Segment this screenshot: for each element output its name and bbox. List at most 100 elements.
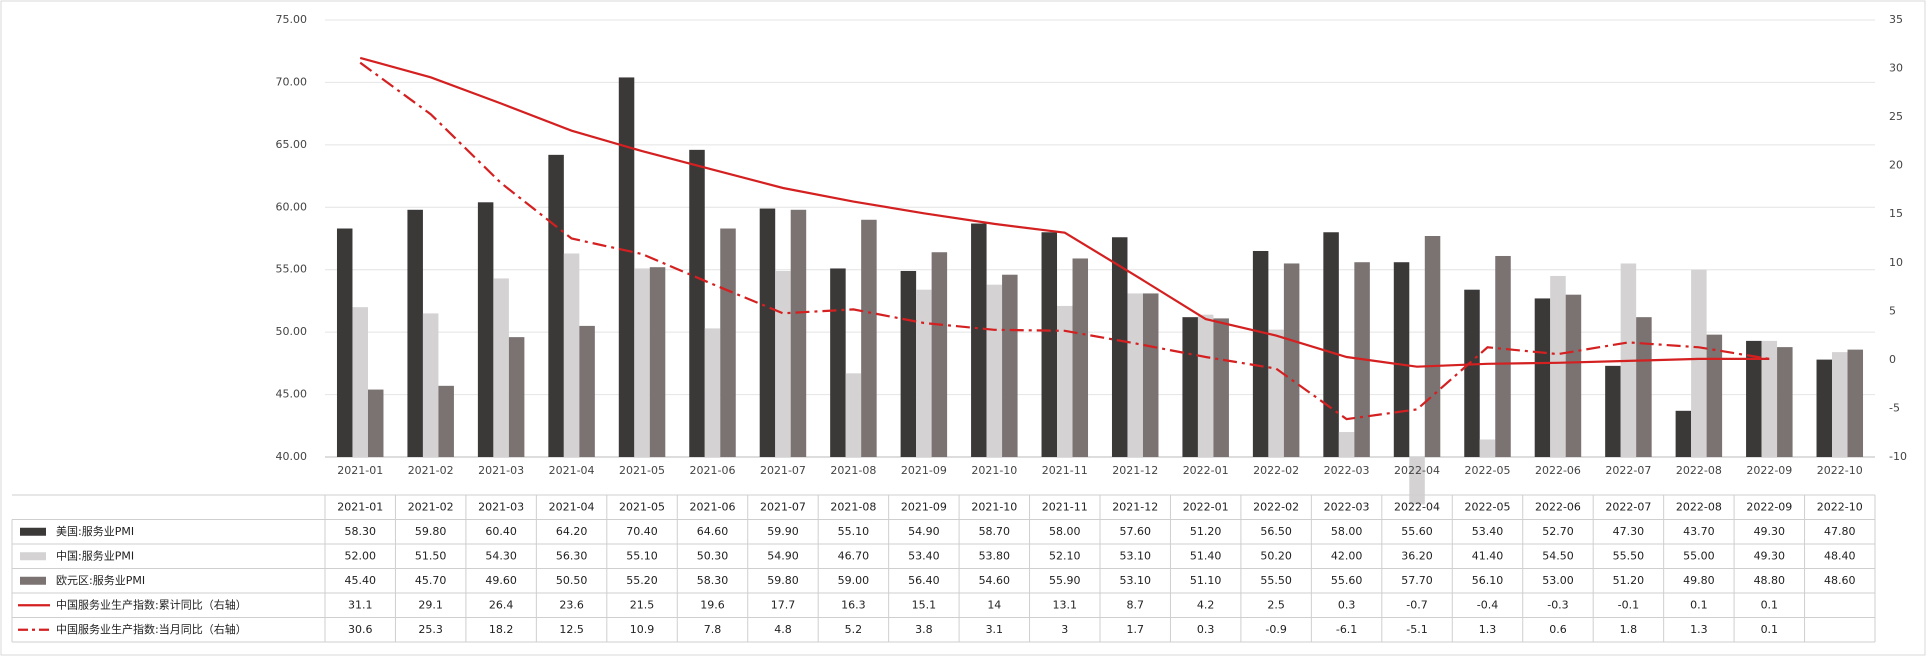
bar [759,208,776,457]
table-cell: 0.3 [1338,598,1356,611]
bar [1777,347,1793,457]
table-cell: 48.40 [1824,549,1856,562]
y-tick-label: 70.00 [276,75,308,88]
bar [563,253,580,457]
table-cell: 31.1 [348,598,373,611]
table-cell: 13.1 [1053,598,1078,611]
bar [900,270,917,457]
table-cell: 0.1 [1761,623,1779,636]
table-cell: 54.90 [767,549,799,562]
table-cell: 58.00 [1331,525,1363,538]
table-cell: 55.50 [1260,574,1292,587]
bar [1338,432,1355,457]
table-cell: 64.60 [697,525,729,538]
bar [790,209,807,457]
x-tick-label: 2021-07 [760,464,806,477]
bar [579,325,595,457]
bar [845,373,862,457]
table-cell: 36.20 [1401,549,1433,562]
table-cell: 60.40 [485,525,517,538]
table-cell: 50.20 [1260,549,1292,562]
table-cell: 8.7 [1126,598,1144,611]
y-tick-label: 40.00 [276,450,308,463]
table-cell: 23.6 [559,598,584,611]
y2-tick-label: -5 [1889,401,1900,414]
bar [1605,365,1621,457]
x-tick-label: 2022-06 [1535,464,1581,477]
bar [1675,410,1692,457]
y2-tick-label: 35 [1889,13,1903,26]
table-cell: 51.20 [1190,525,1222,538]
table-header: 2022-01 [1183,500,1229,513]
y-tick-label: 75.00 [276,13,308,26]
bar [720,228,736,457]
table-cell: 53.80 [979,549,1011,562]
table-cell: 48.60 [1824,574,1856,587]
table-cell: 51.20 [1613,574,1645,587]
table-cell: 16.3 [841,598,866,611]
table-cell: 52.70 [1542,525,1574,538]
table-cell: 58.30 [697,574,729,587]
x-tick-label: 2022-09 [1746,464,1792,477]
table-cell: 54.50 [1542,549,1574,562]
table-cell: 53.00 [1542,574,1574,587]
table-cell: 47.80 [1824,525,1856,538]
table-cell: 53.40 [908,549,940,562]
table-cell: 57.70 [1401,574,1433,587]
table-cell: 46.70 [838,549,870,562]
bar [1057,305,1073,457]
table-cell: 45.70 [415,574,447,587]
table-cell: 49.60 [485,574,517,587]
table-header: 2022-09 [1746,500,1792,513]
table-header: 2021-10 [971,500,1017,513]
y-tick-label: 50.00 [276,325,308,338]
bar [1832,352,1848,457]
bar [931,252,948,457]
table-cell: 42.00 [1331,549,1363,562]
legend-label: 欧元区:服务业PMI [56,574,145,587]
y-tick-label: 45.00 [276,388,308,401]
x-tick-label: 2022-07 [1605,464,1651,477]
table-cell: 1.3 [1479,623,1497,636]
bar [438,385,454,457]
table-cell: 5.2 [845,623,863,636]
table-cell: 53.10 [1119,549,1151,562]
table-cell: 1.7 [1126,623,1144,636]
x-tick-label: 2022-02 [1253,464,1299,477]
table-cell: 54.60 [979,574,1011,587]
bar [861,219,877,457]
bar [352,307,368,457]
table-cell: 0.6 [1549,623,1567,636]
bar [1636,317,1652,457]
bar [493,278,509,457]
table-header: 2021-12 [1112,500,1158,513]
bar [1816,359,1833,457]
table-cell: -6.1 [1336,623,1357,636]
bar [1550,275,1566,457]
table-cell: 4.2 [1197,598,1215,611]
table-cell: 55.60 [1401,525,1433,538]
x-tick-label: 2022-01 [1183,464,1229,477]
table-cell: -0.3 [1547,598,1568,611]
legend-label: 中国服务业生产指数:累计同比（右轴） [56,597,247,611]
table-cell: 58.30 [344,525,376,538]
table-cell: 1.8 [1620,623,1638,636]
bar [477,202,494,457]
bar [634,268,650,457]
table-header: 2022-10 [1817,500,1863,513]
x-tick-label: 2021-05 [619,464,665,477]
table-cell: 55.20 [626,574,658,587]
table-cell: 49.30 [1754,525,1786,538]
bar [1041,232,1058,457]
bar [618,77,635,457]
bar [775,270,791,457]
table-header: 2022-05 [1465,500,1511,513]
table-cell: 55.90 [1049,574,1081,587]
table-cell: 3.1 [986,623,1004,636]
table-cell: 54.90 [908,525,940,538]
x-tick-label: 2021-08 [830,464,876,477]
x-tick-label: 2021-02 [408,464,454,477]
y2-tick-label: 0 [1889,353,1896,366]
